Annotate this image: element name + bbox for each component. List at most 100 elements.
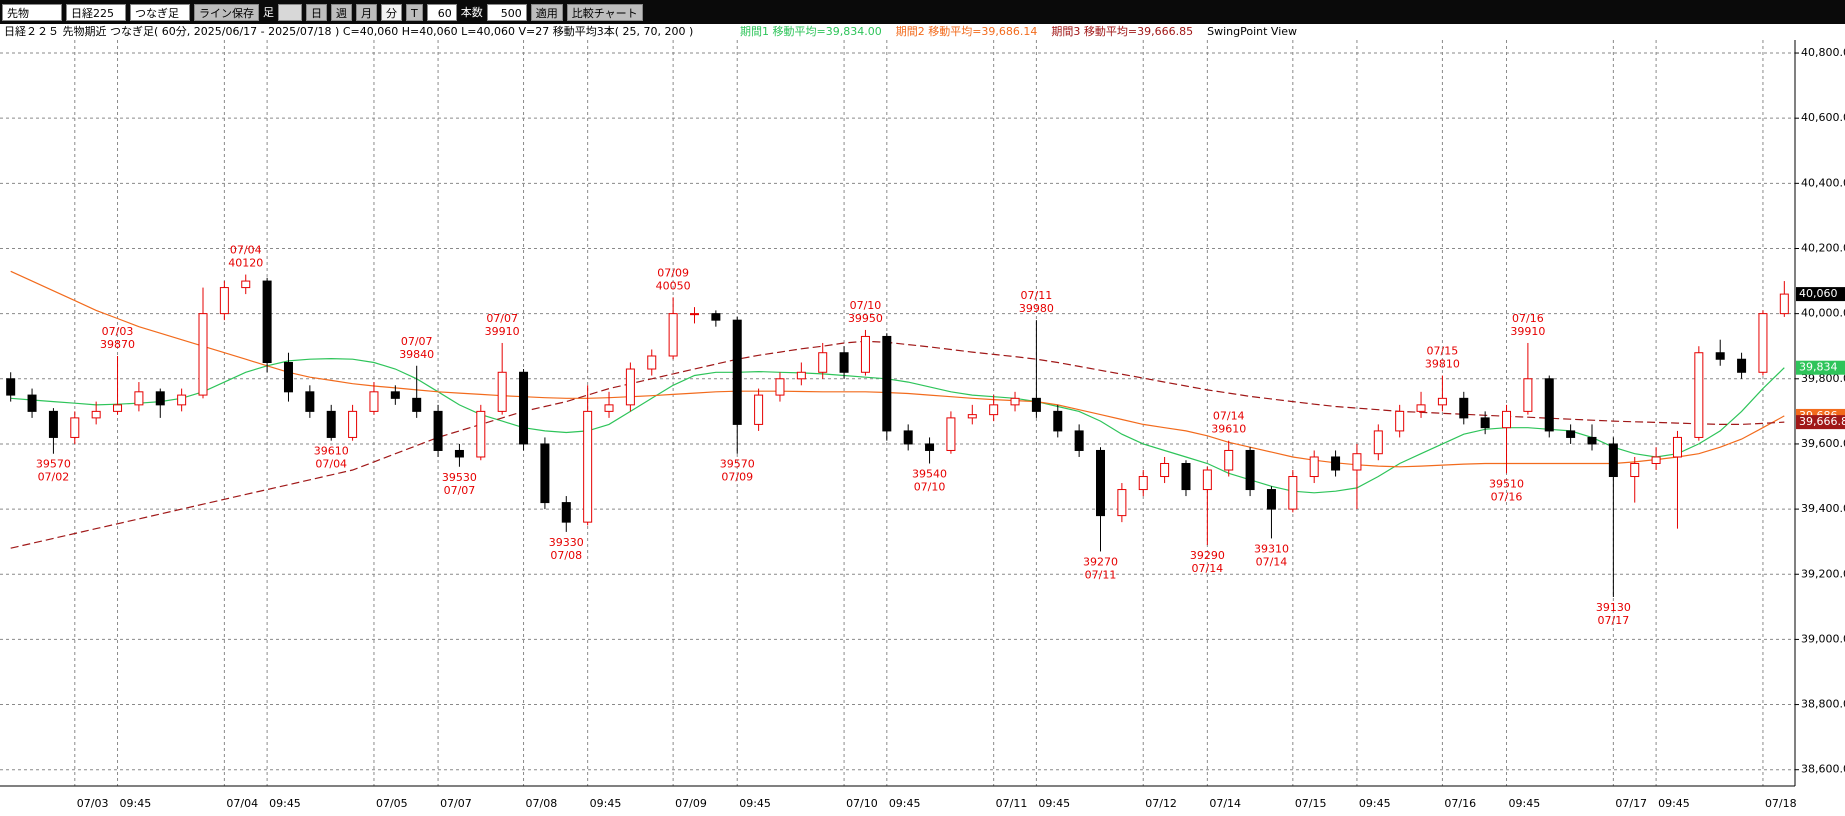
candle-body: [925, 443, 935, 451]
candle-body: [1395, 410, 1405, 432]
candle-body: [113, 404, 123, 412]
swing-price: 39270: [1083, 555, 1118, 568]
candle-body: [668, 313, 678, 357]
candle-body: [1373, 430, 1383, 455]
price-tag-label: 39,666.8: [1799, 415, 1845, 428]
swing-date: 07/11: [1085, 568, 1117, 581]
week-button[interactable]: 週: [331, 3, 352, 21]
candle-body: [561, 502, 571, 523]
candle-body: [1331, 456, 1341, 471]
candle-body: [1694, 352, 1704, 438]
mode-select[interactable]: つなぎ足: [130, 3, 190, 21]
chart-background: [0, 24, 1845, 816]
price-tag: [1796, 415, 1845, 430]
candle-body: [689, 313, 699, 316]
candle-body: [1181, 462, 1191, 491]
legend-entry: 期間1 移動平均=39,834.00: [740, 24, 882, 38]
candle-body: [1160, 462, 1170, 478]
candle-body: [1117, 489, 1127, 517]
candle-body: [1288, 476, 1298, 510]
candle-body: [625, 368, 635, 406]
candle-body: [903, 430, 913, 445]
candle-body: [1053, 410, 1063, 432]
swing-price: 39530: [442, 471, 477, 484]
y-tick-label: 40,600.00: [1801, 111, 1845, 124]
swing-date: 07/10: [914, 480, 946, 493]
candle-body: [48, 410, 58, 438]
x-tick-label: 07/15: [1295, 797, 1327, 810]
moving-average-line: [10, 340, 1785, 549]
day-button[interactable]: 日: [306, 3, 327, 21]
candle-body: [1074, 430, 1084, 451]
month-button[interactable]: 月: [356, 3, 377, 21]
foot-input[interactable]: [278, 3, 302, 21]
minute-button[interactable]: 分: [381, 3, 402, 21]
count-input[interactable]: 500: [486, 3, 527, 21]
interval-input[interactable]: 60: [426, 3, 457, 21]
swing-price: 40050: [656, 279, 691, 292]
candle-body: [1502, 410, 1512, 429]
x-tick-label: 07/17: [1615, 797, 1647, 810]
candle-body: [519, 371, 529, 445]
legend-entry: 期間2 移動平均=39,686.14: [896, 24, 1038, 38]
candle-body: [1566, 430, 1576, 438]
candle-body: [796, 371, 806, 380]
swing-date: 07/09: [721, 471, 753, 484]
compare-button[interactable]: 比較チャート: [566, 3, 643, 21]
candle-body: [1715, 352, 1725, 360]
candle-body: [1630, 462, 1640, 478]
y-tick-label: 39,800.00: [1801, 372, 1845, 385]
swing-price: 39540: [912, 467, 947, 480]
chart-info: 日経２２５ 先物期近 つなぎ足( 60分, 2025/06/17 - 2025/…: [4, 24, 693, 38]
swing-date: 07/08: [550, 549, 582, 562]
view-label: SwingPoint View: [1207, 25, 1297, 38]
y-tick-label: 38,800.00: [1801, 698, 1845, 711]
candle-body: [989, 404, 999, 416]
x-tick-label: 07/12: [1145, 797, 1177, 810]
save-button[interactable]: ライン保存: [194, 3, 259, 21]
x-tick-label: 09:45: [1359, 797, 1391, 810]
swing-date: 07/03: [102, 325, 134, 338]
symbol-select[interactable]: 日経225: [66, 3, 126, 21]
y-tick-label: 40,800.00: [1801, 46, 1845, 59]
candle-body: [1309, 456, 1319, 478]
candle-body: [1523, 378, 1533, 412]
swing-price: 39610: [1211, 423, 1246, 436]
y-tick-label: 40,400.00: [1801, 176, 1845, 189]
candle-body: [70, 417, 80, 438]
swing-price: 39870: [100, 338, 135, 351]
candle-body: [476, 410, 486, 458]
y-tick-label: 39,600.00: [1801, 437, 1845, 450]
candle-body: [1266, 489, 1276, 510]
candle-body: [91, 410, 101, 419]
candle-body: [1779, 293, 1789, 315]
swing-date: 07/10: [850, 299, 882, 312]
candle-body: [262, 280, 272, 364]
x-tick-label: 07/04: [226, 797, 258, 810]
candle-body: [1138, 476, 1148, 491]
swing-date: 07/02: [38, 471, 70, 484]
swing-date: 07/07: [401, 335, 433, 348]
x-tick-label: 09:45: [889, 797, 921, 810]
candle-body: [1459, 397, 1469, 419]
y-tick-label: 39,000.00: [1801, 632, 1845, 645]
price-tag: [1796, 287, 1845, 302]
swing-price: 39330: [549, 536, 584, 549]
swing-price: 39910: [1510, 325, 1545, 338]
candle-body: [711, 313, 721, 321]
foot-label: 足: [263, 6, 274, 19]
swing-date: 07/14: [1213, 410, 1245, 423]
tick-button[interactable]: T: [406, 3, 423, 21]
candle-body: [818, 352, 828, 373]
moving-average-line: [10, 270, 1785, 468]
candle-body: [27, 394, 37, 412]
x-tick-label: 09:45: [590, 797, 622, 810]
swing-date: 07/14: [1256, 555, 1288, 568]
swing-date: 07/14: [1191, 562, 1223, 575]
x-tick-label: 07/11: [996, 797, 1028, 810]
market-select[interactable]: 先物: [2, 3, 62, 21]
x-tick-label: 07/08: [526, 797, 558, 810]
apply-button[interactable]: 適用: [530, 3, 563, 21]
candle-body: [326, 410, 336, 438]
